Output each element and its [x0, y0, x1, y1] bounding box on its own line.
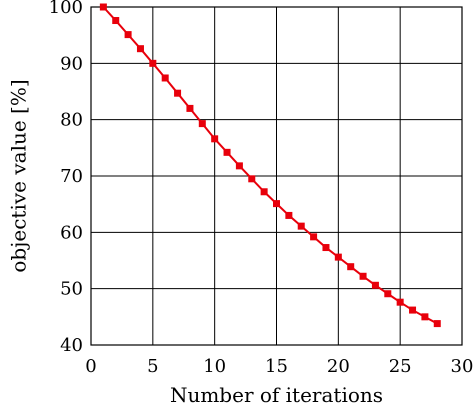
- y-tick-label: 80: [60, 110, 83, 131]
- y-axis-title: objective value [%]: [7, 79, 31, 272]
- data-point: [186, 104, 194, 112]
- plot-frame: [90, 6, 463, 346]
- data-point: [310, 233, 318, 241]
- y-tick-label: 50: [60, 279, 83, 300]
- y-tick-label: 60: [60, 222, 83, 243]
- data-point: [112, 17, 120, 25]
- data-point: [384, 290, 392, 298]
- series-layer: [99, 3, 441, 328]
- data-point: [347, 263, 355, 271]
- data-point: [248, 175, 256, 183]
- data-point: [396, 298, 404, 306]
- data-point: [99, 3, 107, 11]
- data-point: [421, 313, 429, 321]
- data-point: [211, 135, 219, 143]
- data-point: [223, 148, 231, 156]
- data-point: [359, 272, 367, 280]
- x-axis-ticks: 0 5 10 15 20 25 30: [85, 356, 473, 377]
- x-axis-title: Number of iterations: [170, 383, 383, 407]
- x-tick-label: 15: [265, 356, 288, 377]
- x-tick-label: 30: [451, 356, 474, 377]
- data-point: [322, 244, 330, 252]
- y-axis-ticks: 40 50 60 70 80 90 100: [49, 0, 83, 356]
- data-point: [273, 200, 280, 208]
- data-point: [409, 306, 417, 314]
- data-point: [285, 211, 293, 219]
- x-tick-label: 20: [327, 356, 350, 377]
- data-point: [136, 45, 144, 53]
- y-tick-label: 40: [60, 335, 83, 356]
- data-point: [235, 162, 243, 170]
- data-point: [433, 320, 441, 328]
- data-point: [161, 74, 169, 82]
- y-tick-label: 70: [60, 166, 83, 187]
- series-line: [102, 6, 438, 325]
- data-point: [149, 59, 157, 67]
- data-point: [297, 222, 305, 230]
- y-tick-label: 100: [49, 0, 83, 18]
- x-tick-label: 5: [147, 356, 158, 377]
- data-point: [371, 281, 379, 289]
- data-point: [260, 188, 268, 196]
- data-point: [198, 120, 206, 128]
- grid-lines: [90, 6, 463, 346]
- data-point: [124, 31, 132, 39]
- x-tick-label: 10: [203, 356, 226, 377]
- data-point: [174, 89, 182, 97]
- y-tick-label: 90: [60, 53, 83, 74]
- data-point: [334, 253, 342, 261]
- x-tick-label: 0: [85, 356, 96, 377]
- x-tick-label: 25: [389, 356, 412, 377]
